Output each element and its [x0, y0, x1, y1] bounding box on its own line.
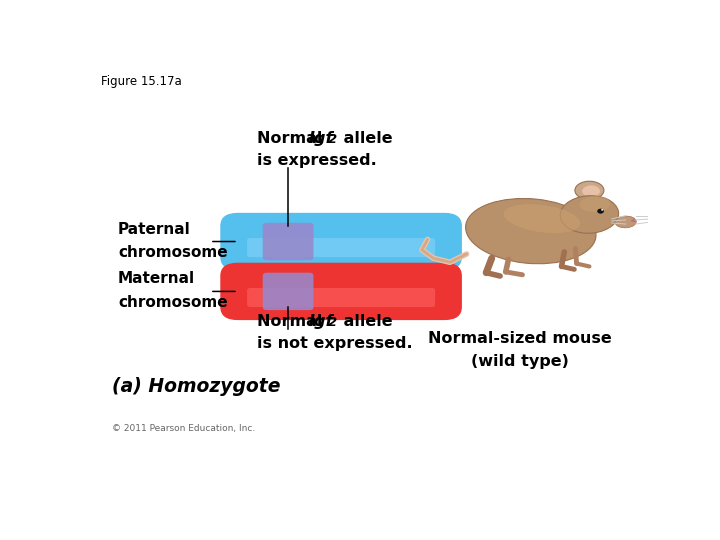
Text: © 2011 Pearson Education, Inc.: © 2011 Pearson Education, Inc. [112, 424, 256, 434]
Text: chromosome: chromosome [118, 295, 228, 310]
Text: is not expressed.: is not expressed. [258, 336, 413, 351]
Text: 2: 2 [328, 133, 337, 146]
FancyBboxPatch shape [263, 273, 313, 310]
Text: Normal: Normal [258, 131, 328, 146]
Text: Maternal: Maternal [118, 272, 195, 286]
FancyBboxPatch shape [247, 288, 435, 307]
Text: Figure 15.17a: Figure 15.17a [101, 75, 182, 88]
Text: allele: allele [338, 314, 392, 329]
Ellipse shape [560, 195, 618, 233]
Ellipse shape [582, 185, 600, 197]
FancyBboxPatch shape [220, 263, 462, 320]
Ellipse shape [575, 181, 604, 199]
Ellipse shape [631, 219, 636, 222]
Text: (a) Homozygote: (a) Homozygote [112, 377, 281, 396]
Ellipse shape [597, 208, 604, 214]
Text: 2: 2 [328, 316, 337, 329]
Text: is expressed.: is expressed. [258, 153, 377, 168]
Text: Igf: Igf [309, 314, 333, 329]
Ellipse shape [503, 204, 580, 233]
Text: Paternal: Paternal [118, 221, 191, 237]
Ellipse shape [580, 196, 611, 212]
Text: allele: allele [338, 131, 392, 146]
Ellipse shape [601, 209, 603, 211]
Text: Normal: Normal [258, 314, 328, 329]
Ellipse shape [466, 199, 596, 264]
Text: Igf: Igf [309, 131, 333, 146]
FancyBboxPatch shape [247, 238, 435, 257]
Ellipse shape [615, 216, 636, 228]
Text: (wild type): (wild type) [471, 354, 569, 369]
Text: Normal-sized mouse: Normal-sized mouse [428, 331, 611, 346]
FancyBboxPatch shape [220, 213, 462, 270]
FancyBboxPatch shape [263, 223, 313, 260]
Text: chromosome: chromosome [118, 245, 228, 260]
